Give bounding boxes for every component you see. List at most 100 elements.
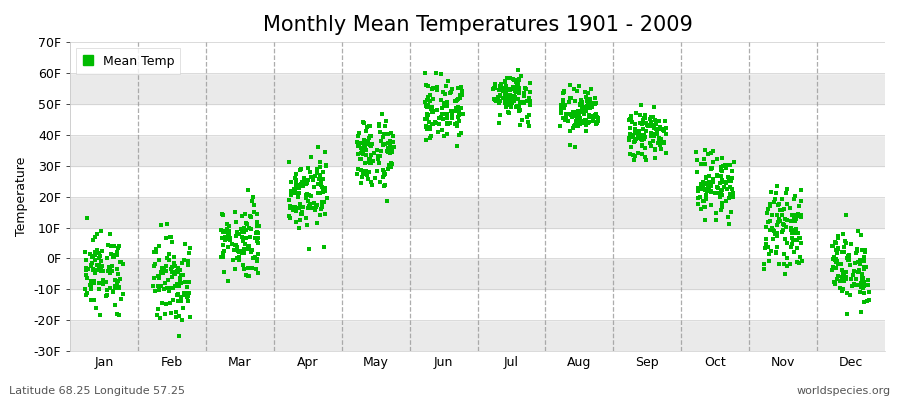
Point: [451, 84, 465, 91]
Point: [154, 268, 168, 275]
Point: [500, 92, 514, 99]
Point: [300, 190, 314, 197]
Point: [155, 265, 169, 271]
Point: [842, 255, 856, 262]
Point: [496, 86, 510, 92]
Point: [354, 150, 368, 156]
Point: [426, 109, 440, 115]
Point: [634, 134, 649, 140]
Point: [706, 148, 720, 154]
Point: [166, 296, 180, 303]
Point: [452, 118, 466, 125]
Point: [103, 230, 117, 237]
Point: [652, 118, 666, 124]
Point: [854, 270, 868, 277]
Point: [791, 203, 806, 209]
Point: [562, 95, 577, 101]
Point: [162, 257, 176, 263]
Point: [716, 192, 730, 198]
Point: [248, 234, 262, 241]
Point: [777, 261, 791, 267]
Point: [842, 254, 857, 261]
Point: [316, 169, 330, 176]
Point: [162, 288, 176, 294]
Point: [844, 276, 859, 283]
Point: [95, 277, 110, 283]
Point: [623, 130, 637, 137]
Point: [239, 235, 254, 241]
Point: [248, 230, 263, 237]
Point: [491, 98, 505, 104]
Point: [634, 142, 649, 148]
Point: [381, 140, 395, 146]
Point: [724, 194, 739, 200]
Point: [164, 266, 178, 272]
Point: [634, 102, 648, 109]
Point: [575, 106, 590, 112]
Point: [354, 156, 368, 162]
Point: [493, 92, 508, 98]
Point: [95, 268, 110, 274]
Point: [234, 228, 248, 235]
Point: [242, 273, 256, 279]
Point: [508, 94, 522, 100]
Point: [635, 135, 650, 141]
Point: [289, 177, 303, 183]
Point: [588, 112, 602, 118]
Point: [554, 123, 568, 130]
Point: [718, 180, 733, 187]
Point: [487, 85, 501, 92]
Point: [492, 86, 507, 93]
Point: [375, 174, 390, 180]
Point: [580, 108, 594, 114]
Y-axis label: Temperature: Temperature: [15, 157, 28, 236]
Point: [851, 266, 866, 273]
Point: [171, 291, 185, 297]
Point: [653, 124, 668, 130]
Point: [364, 143, 378, 150]
Point: [86, 267, 101, 273]
Point: [439, 120, 454, 127]
Point: [726, 194, 741, 200]
Point: [831, 244, 845, 251]
Point: [572, 82, 587, 89]
Point: [380, 148, 394, 154]
Point: [165, 269, 179, 276]
Point: [573, 115, 588, 121]
Point: [624, 116, 638, 122]
Point: [848, 282, 862, 288]
Point: [505, 99, 519, 106]
Point: [454, 130, 469, 137]
Point: [294, 210, 309, 217]
Point: [92, 255, 106, 261]
Point: [161, 286, 176, 293]
Point: [858, 247, 872, 254]
Point: [315, 204, 329, 210]
Point: [288, 205, 302, 211]
Point: [769, 250, 783, 256]
Point: [842, 262, 857, 268]
Point: [499, 100, 513, 106]
Point: [770, 222, 784, 228]
Point: [569, 118, 583, 124]
Point: [627, 120, 642, 127]
Point: [508, 85, 522, 91]
Point: [626, 138, 641, 145]
Point: [578, 117, 592, 123]
Point: [794, 214, 808, 220]
Point: [704, 166, 718, 172]
Point: [562, 110, 577, 117]
Point: [523, 98, 537, 104]
Point: [378, 122, 392, 129]
Point: [638, 154, 652, 160]
Point: [640, 122, 654, 128]
Point: [440, 120, 454, 126]
Point: [248, 254, 262, 260]
Point: [709, 156, 724, 162]
Point: [181, 292, 195, 299]
Point: [174, 280, 188, 286]
Point: [250, 211, 265, 217]
Point: [251, 240, 266, 246]
Point: [493, 98, 508, 104]
Point: [376, 183, 391, 190]
